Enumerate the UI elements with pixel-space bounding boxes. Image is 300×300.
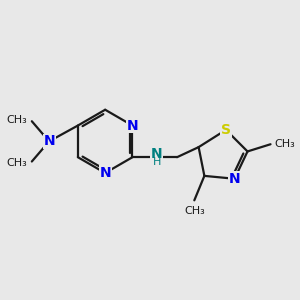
Text: CH₃: CH₃ [6,115,27,125]
Text: N: N [127,118,138,133]
Text: CH₃: CH₃ [275,139,296,149]
Text: N: N [151,147,163,161]
Text: CH₃: CH₃ [6,158,27,168]
Text: N: N [229,172,240,186]
Text: N: N [99,166,111,180]
Text: H: H [153,157,161,166]
Text: S: S [221,123,231,137]
Text: N: N [43,134,55,148]
Text: CH₃: CH₃ [184,206,205,215]
